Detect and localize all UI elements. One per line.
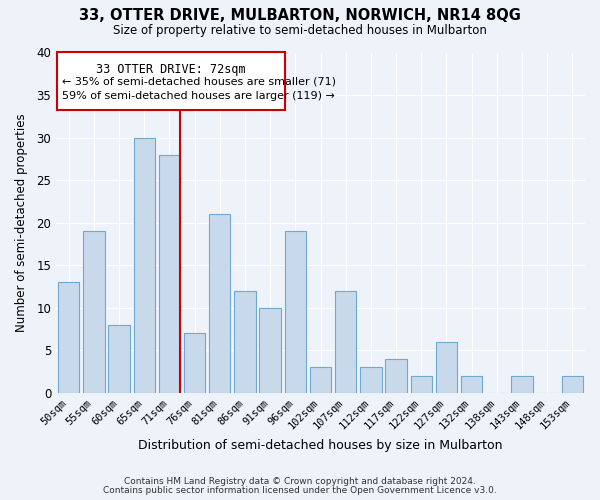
Bar (385, 358, 407, 392)
Bar (58, 282, 79, 393)
FancyBboxPatch shape (58, 52, 285, 110)
X-axis label: Distribution of semi-detached houses by size in Mulbarton: Distribution of semi-detached houses by … (138, 440, 503, 452)
Bar (109, 324, 130, 392)
Y-axis label: Number of semi-detached properties: Number of semi-detached properties (15, 114, 28, 332)
Bar (184, 333, 205, 392)
Bar (134, 138, 155, 392)
Bar (259, 308, 281, 392)
Bar (562, 376, 583, 392)
Bar (436, 342, 457, 392)
Bar (335, 290, 356, 392)
Text: Contains public sector information licensed under the Open Government Licence v3: Contains public sector information licen… (103, 486, 497, 495)
Bar (461, 376, 482, 392)
Bar (159, 154, 180, 392)
Bar (284, 231, 306, 392)
Bar (234, 290, 256, 392)
Text: 33 OTTER DRIVE: 72sqm: 33 OTTER DRIVE: 72sqm (97, 62, 246, 76)
Bar (360, 367, 382, 392)
Text: 59% of semi-detached houses are larger (119) →: 59% of semi-detached houses are larger (… (62, 91, 335, 101)
Bar (209, 214, 230, 392)
Bar (310, 367, 331, 392)
Text: 33, OTTER DRIVE, MULBARTON, NORWICH, NR14 8QG: 33, OTTER DRIVE, MULBARTON, NORWICH, NR1… (79, 8, 521, 22)
Text: Contains HM Land Registry data © Crown copyright and database right 2024.: Contains HM Land Registry data © Crown c… (124, 477, 476, 486)
Bar (410, 376, 432, 392)
Text: Size of property relative to semi-detached houses in Mulbarton: Size of property relative to semi-detach… (113, 24, 487, 37)
Bar (511, 376, 533, 392)
Bar (83, 231, 104, 392)
Text: ← 35% of semi-detached houses are smaller (71): ← 35% of semi-detached houses are smalle… (62, 76, 337, 86)
